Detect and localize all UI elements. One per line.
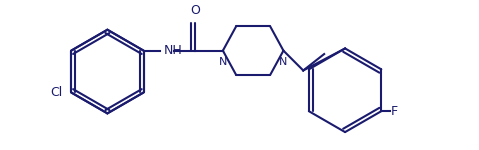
Text: O: O xyxy=(191,3,200,16)
Text: Cl: Cl xyxy=(50,86,62,99)
Text: F: F xyxy=(391,105,399,118)
Text: N: N xyxy=(219,57,227,67)
Text: NH: NH xyxy=(163,44,182,57)
Text: N: N xyxy=(279,57,287,67)
